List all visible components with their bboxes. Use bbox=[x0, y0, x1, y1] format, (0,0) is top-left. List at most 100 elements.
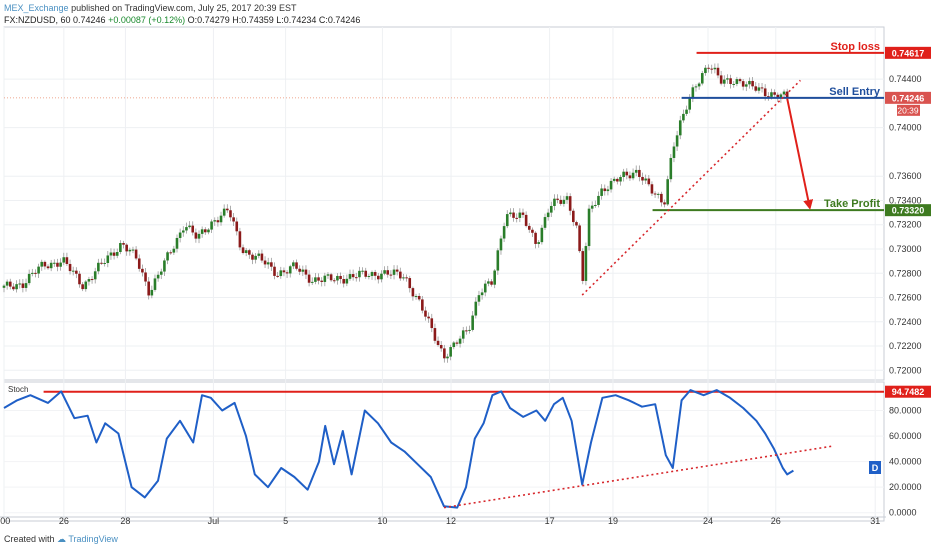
candle-body bbox=[678, 120, 682, 136]
candle-body bbox=[147, 281, 150, 296]
candle-body bbox=[594, 204, 597, 206]
candle-body bbox=[336, 275, 339, 281]
candle-body bbox=[377, 275, 380, 280]
publisher-name[interactable]: MEX_Exchange bbox=[4, 3, 69, 13]
candle-body bbox=[5, 281, 9, 286]
candle-body bbox=[27, 273, 31, 284]
candle-body bbox=[556, 198, 559, 200]
candle-body bbox=[468, 329, 471, 331]
candle-body bbox=[549, 205, 553, 213]
sell-entry-price-tag bbox=[885, 91, 931, 104]
candle-body bbox=[46, 266, 50, 269]
candle-body bbox=[326, 274, 330, 276]
candle-body bbox=[691, 87, 695, 98]
candle-body bbox=[115, 252, 119, 256]
candle-body bbox=[741, 81, 745, 87]
candle-body bbox=[748, 80, 751, 85]
candle-body bbox=[257, 253, 261, 256]
candle-body bbox=[776, 94, 780, 99]
price-pane[interactable] bbox=[3, 26, 885, 381]
candle-body bbox=[587, 208, 591, 247]
candle-body bbox=[735, 79, 739, 84]
candle-body bbox=[292, 262, 295, 267]
candle-body bbox=[156, 274, 160, 279]
candle-body bbox=[597, 195, 600, 205]
symbol-label: FX:NZDUSD, 60 bbox=[4, 15, 71, 25]
candle-body bbox=[584, 246, 588, 281]
stoch-tick-label: 40.0000 bbox=[889, 457, 922, 467]
candle-body bbox=[609, 180, 613, 190]
candle-body bbox=[134, 249, 138, 259]
price-change: +0.00087 (+0.12%) bbox=[108, 15, 186, 25]
candle-body bbox=[244, 250, 248, 254]
candle-body bbox=[719, 75, 723, 84]
stoch-trendline[interactable] bbox=[443, 445, 832, 509]
candle-body bbox=[235, 221, 239, 232]
candle-body bbox=[722, 79, 726, 84]
price-trendline[interactable] bbox=[581, 79, 801, 296]
candle-body bbox=[653, 193, 657, 195]
candle-body bbox=[537, 242, 541, 244]
stoch-pane[interactable] bbox=[3, 381, 885, 522]
candle-body bbox=[726, 78, 729, 80]
projection-arrow[interactable] bbox=[786, 98, 814, 210]
stoch-tick-label: 0.0000 bbox=[889, 508, 917, 518]
y-tick-label: 0.72200 bbox=[889, 341, 922, 351]
candle-body bbox=[710, 68, 714, 70]
candle-body bbox=[581, 251, 585, 281]
candle-body bbox=[65, 257, 69, 264]
candle-body bbox=[109, 252, 113, 256]
x-tick-label: 26 bbox=[59, 516, 69, 526]
candle-body bbox=[572, 210, 575, 223]
stoch-line bbox=[3, 389, 794, 509]
publish-info: MEX_Exchange published on TradingView.co… bbox=[4, 3, 297, 14]
candle-body bbox=[166, 252, 169, 261]
candle-body bbox=[207, 229, 210, 233]
candle-body bbox=[568, 196, 572, 211]
candle-body bbox=[62, 257, 66, 263]
candle-body bbox=[785, 91, 789, 98]
candle-body bbox=[298, 268, 301, 272]
candle-body bbox=[534, 232, 537, 244]
candle-body bbox=[78, 273, 81, 285]
tradingview-logo-icon: ☁ bbox=[57, 534, 67, 544]
candle-body bbox=[399, 271, 402, 279]
candle-body bbox=[509, 212, 512, 215]
x-tick-label: 10 bbox=[377, 516, 387, 526]
ohlc-open: O:0.74279 bbox=[187, 15, 230, 25]
candle-body bbox=[37, 266, 40, 274]
candle-body bbox=[40, 261, 44, 267]
candle-body bbox=[675, 135, 679, 147]
candle-body bbox=[493, 270, 496, 285]
y-tick-label: 0.72000 bbox=[889, 365, 922, 375]
candle-body bbox=[131, 249, 135, 251]
candle-body bbox=[248, 250, 251, 255]
candle-body bbox=[226, 208, 229, 211]
candle-body bbox=[562, 199, 566, 204]
y-tick-label: 0.73200 bbox=[889, 220, 922, 230]
candle-body bbox=[411, 288, 415, 297]
x-tick-label: 26 bbox=[771, 516, 781, 526]
candle-body bbox=[75, 270, 78, 274]
take-profit-label: Take Profit bbox=[824, 198, 880, 210]
candle-body bbox=[172, 248, 176, 253]
candle-body bbox=[310, 281, 314, 283]
candle-body bbox=[81, 284, 84, 290]
candle-body bbox=[216, 220, 220, 223]
sell-entry-label: Sell Entry bbox=[829, 86, 881, 98]
candle-body bbox=[628, 175, 632, 179]
x-tick-label: 31 bbox=[870, 516, 880, 526]
candle-body bbox=[197, 233, 201, 239]
candle-body bbox=[745, 84, 748, 87]
candle-body bbox=[119, 243, 122, 253]
candle-body bbox=[590, 205, 594, 209]
candle-body bbox=[106, 255, 110, 263]
d-badge[interactable] bbox=[869, 461, 881, 474]
candle-body bbox=[59, 262, 62, 267]
candle-body bbox=[320, 280, 323, 282]
candle-body bbox=[499, 238, 503, 251]
candle-body bbox=[351, 274, 355, 278]
tradingview-brand[interactable]: TradingView bbox=[68, 534, 118, 544]
candle-body bbox=[757, 87, 761, 91]
